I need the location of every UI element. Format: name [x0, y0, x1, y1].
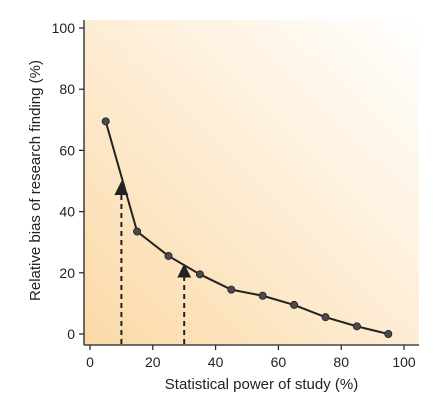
- y-tick-label: 60: [59, 142, 75, 158]
- data-point: [195, 270, 204, 279]
- y-tick-label: 100: [52, 20, 76, 36]
- y-axis-label: Relative bias of research finding (%): [27, 60, 44, 301]
- x-tick-label: 0: [86, 354, 94, 370]
- x-tick-label: 20: [145, 354, 161, 370]
- x-tick-label: 60: [271, 354, 287, 370]
- x-tick-label: 40: [208, 354, 224, 370]
- data-point: [384, 329, 393, 338]
- y-tick-label: 80: [59, 81, 75, 97]
- y-tick-label: 40: [59, 204, 75, 220]
- y-tick-label: 20: [59, 265, 75, 281]
- data-point: [290, 300, 299, 309]
- data-point: [101, 117, 110, 126]
- x-tick-label: 80: [333, 354, 349, 370]
- data-point: [321, 313, 330, 322]
- y-tick-label: 0: [67, 326, 75, 342]
- data-point: [133, 227, 142, 236]
- data-point: [227, 285, 236, 294]
- x-tick-label: 100: [392, 354, 416, 370]
- data-point: [352, 322, 361, 331]
- data-point: [164, 251, 173, 260]
- series-group: [101, 117, 393, 338]
- plot-area: [84, 20, 419, 345]
- axes: 0 20 40 60 80 100 0 20 40 60 80 100: [52, 20, 419, 370]
- data-point: [258, 291, 267, 300]
- annotation-group: [114, 181, 192, 344]
- series-line: [104, 121, 389, 335]
- x-axis-label: Statistical power of study (%): [165, 376, 358, 393]
